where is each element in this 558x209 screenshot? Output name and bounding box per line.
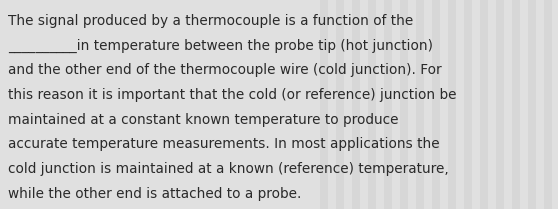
Bar	[528, 0, 536, 209]
Text: while the other end is attached to a probe.: while the other end is attached to a pro…	[8, 187, 301, 201]
Bar	[432, 0, 440, 209]
Text: this reason it is important that the cold (or reference) junction be: this reason it is important that the col…	[8, 88, 456, 102]
Text: maintained at a constant known temperature to produce: maintained at a constant known temperatu…	[8, 113, 398, 127]
Bar	[496, 0, 504, 209]
Bar	[464, 0, 472, 209]
Bar	[384, 0, 392, 209]
Bar	[480, 0, 488, 209]
Bar	[368, 0, 376, 209]
Bar	[416, 0, 424, 209]
Bar	[512, 0, 520, 209]
Text: The signal produced by a thermocouple is a function of the: The signal produced by a thermocouple is…	[8, 14, 413, 28]
Bar	[400, 0, 408, 209]
Bar	[544, 0, 552, 209]
Text: cold junction is maintained at a known (reference) temperature,: cold junction is maintained at a known (…	[8, 162, 449, 176]
Bar	[320, 0, 328, 209]
Text: __________in temperature between the probe tip (hot junction): __________in temperature between the pro…	[8, 39, 433, 53]
Bar	[448, 0, 456, 209]
Text: and the other end of the thermocouple wire (cold junction). For: and the other end of the thermocouple wi…	[8, 63, 441, 77]
Bar	[352, 0, 360, 209]
Bar	[336, 0, 344, 209]
Text: accurate temperature measurements. In most applications the: accurate temperature measurements. In mo…	[8, 137, 440, 151]
